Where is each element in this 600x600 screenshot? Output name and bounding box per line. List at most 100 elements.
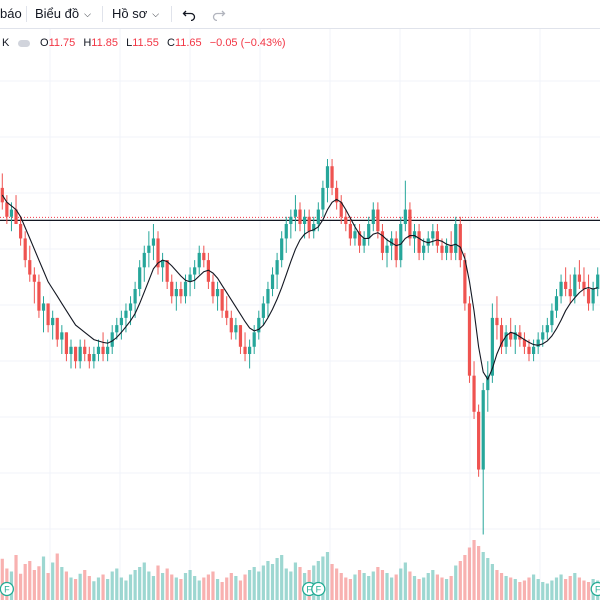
candle-body: [234, 325, 238, 333]
candle-body: [412, 231, 417, 239]
candle-body: [284, 224, 288, 239]
volume-bar: [293, 562, 298, 600]
candle-body: [449, 245, 453, 253]
candle-body: [293, 209, 298, 217]
volume-bar: [225, 577, 229, 600]
candle-body: [518, 332, 522, 340]
candle-body: [211, 281, 215, 297]
volume-bar: [554, 577, 559, 600]
volume-bar: [133, 570, 137, 600]
volume-bar: [472, 540, 476, 600]
volume-bar: [362, 573, 366, 600]
candle-body: [170, 281, 174, 297]
candle-body: [371, 209, 375, 224]
volume-bar: [321, 556, 325, 600]
volume-bar: [335, 568, 339, 600]
toolbar-item-alerts[interactable]: báo: [0, 0, 22, 28]
candle-body: [353, 231, 357, 239]
price-chart[interactable]: FFFFF: [0, 29, 600, 600]
volume-bar: [344, 577, 348, 600]
candle-body: [220, 289, 224, 311]
candle-body: [106, 346, 110, 354]
candle-body: [138, 267, 142, 289]
candle-body: [472, 375, 476, 412]
candle-body: [183, 281, 188, 297]
candle-body: [193, 267, 197, 275]
chart-grid: [0, 29, 600, 600]
low-label: L: [126, 37, 133, 49]
candle-body: [403, 209, 407, 224]
candle-body: [257, 317, 261, 333]
volume-bar: [518, 582, 522, 600]
chart-menu-button[interactable]: Biểu đồ ⌵: [35, 0, 91, 28]
candle-body: [536, 339, 540, 347]
volume-bar: [270, 564, 275, 600]
candle-body: [550, 310, 554, 326]
candle-body: [408, 209, 412, 239]
profile-menu-button[interactable]: Hồ sơ ⌵: [112, 0, 159, 28]
candle-body: [9, 209, 14, 217]
candle-body: [266, 289, 270, 304]
candle-body: [5, 202, 9, 217]
volume-bar: [289, 571, 293, 600]
volume-bar: [147, 571, 151, 600]
candle-body: [454, 224, 458, 253]
volume-bar: [582, 580, 586, 600]
volume-bar: [252, 567, 256, 600]
eye-toggle-icon[interactable]: [18, 40, 30, 47]
volume-bar: [536, 579, 540, 600]
legend-symbol-truncated: K: [2, 30, 9, 56]
volume-bar: [376, 567, 380, 600]
volume-bar: [215, 579, 220, 600]
volume-bar: [412, 576, 417, 600]
candle-body: [261, 303, 265, 318]
open-label: O: [40, 37, 49, 49]
volume-bar: [87, 576, 91, 600]
candle-body: [215, 289, 220, 297]
candle-body: [499, 325, 504, 347]
candle-body: [385, 245, 389, 253]
volume-bar: [435, 574, 440, 600]
candle-body: [321, 187, 325, 210]
candle-body: [280, 238, 284, 261]
volume-bar: [399, 568, 403, 600]
redo-icon[interactable]: [212, 7, 226, 21]
volume-bar: [243, 574, 247, 600]
volume-bar: [238, 580, 243, 600]
toolbar-item-label: báo: [0, 6, 22, 21]
profile-menu-label: Hồ sơ: [112, 6, 148, 21]
candle-body: [376, 209, 380, 232]
volume-bar: [19, 573, 23, 600]
volume-bar: [183, 573, 188, 600]
volume-bar: [160, 573, 165, 600]
candle-body: [206, 260, 210, 282]
candle-body: [417, 231, 421, 253]
volume-bar: [385, 573, 389, 600]
candle-body: [115, 325, 119, 333]
volume-bar: [257, 571, 261, 600]
candle-body: [28, 260, 32, 275]
volume-bar: [527, 577, 531, 600]
low-value: 11.55: [132, 37, 159, 49]
volume-bar: [46, 573, 50, 600]
volume-bar: [481, 552, 485, 600]
candle-body: [37, 281, 41, 311]
undo-icon[interactable]: [182, 7, 196, 21]
candle-body: [96, 346, 101, 354]
candle-body: [197, 252, 201, 268]
volume-bar: [115, 568, 119, 600]
candle-body: [504, 332, 508, 347]
volume-bar: [444, 579, 449, 600]
volume-bar: [110, 571, 114, 600]
candle-body: [582, 281, 586, 289]
candle-body: [124, 310, 128, 318]
volume-bar: [23, 564, 27, 600]
volume-bar: [339, 573, 343, 600]
candle-body: [275, 260, 279, 275]
candle-body: [101, 346, 105, 354]
volume-bar: [564, 579, 568, 600]
volume-bar: [325, 552, 330, 600]
volume-bar: [64, 571, 69, 600]
candle-body: [596, 274, 600, 289]
candle-body: [509, 332, 513, 340]
